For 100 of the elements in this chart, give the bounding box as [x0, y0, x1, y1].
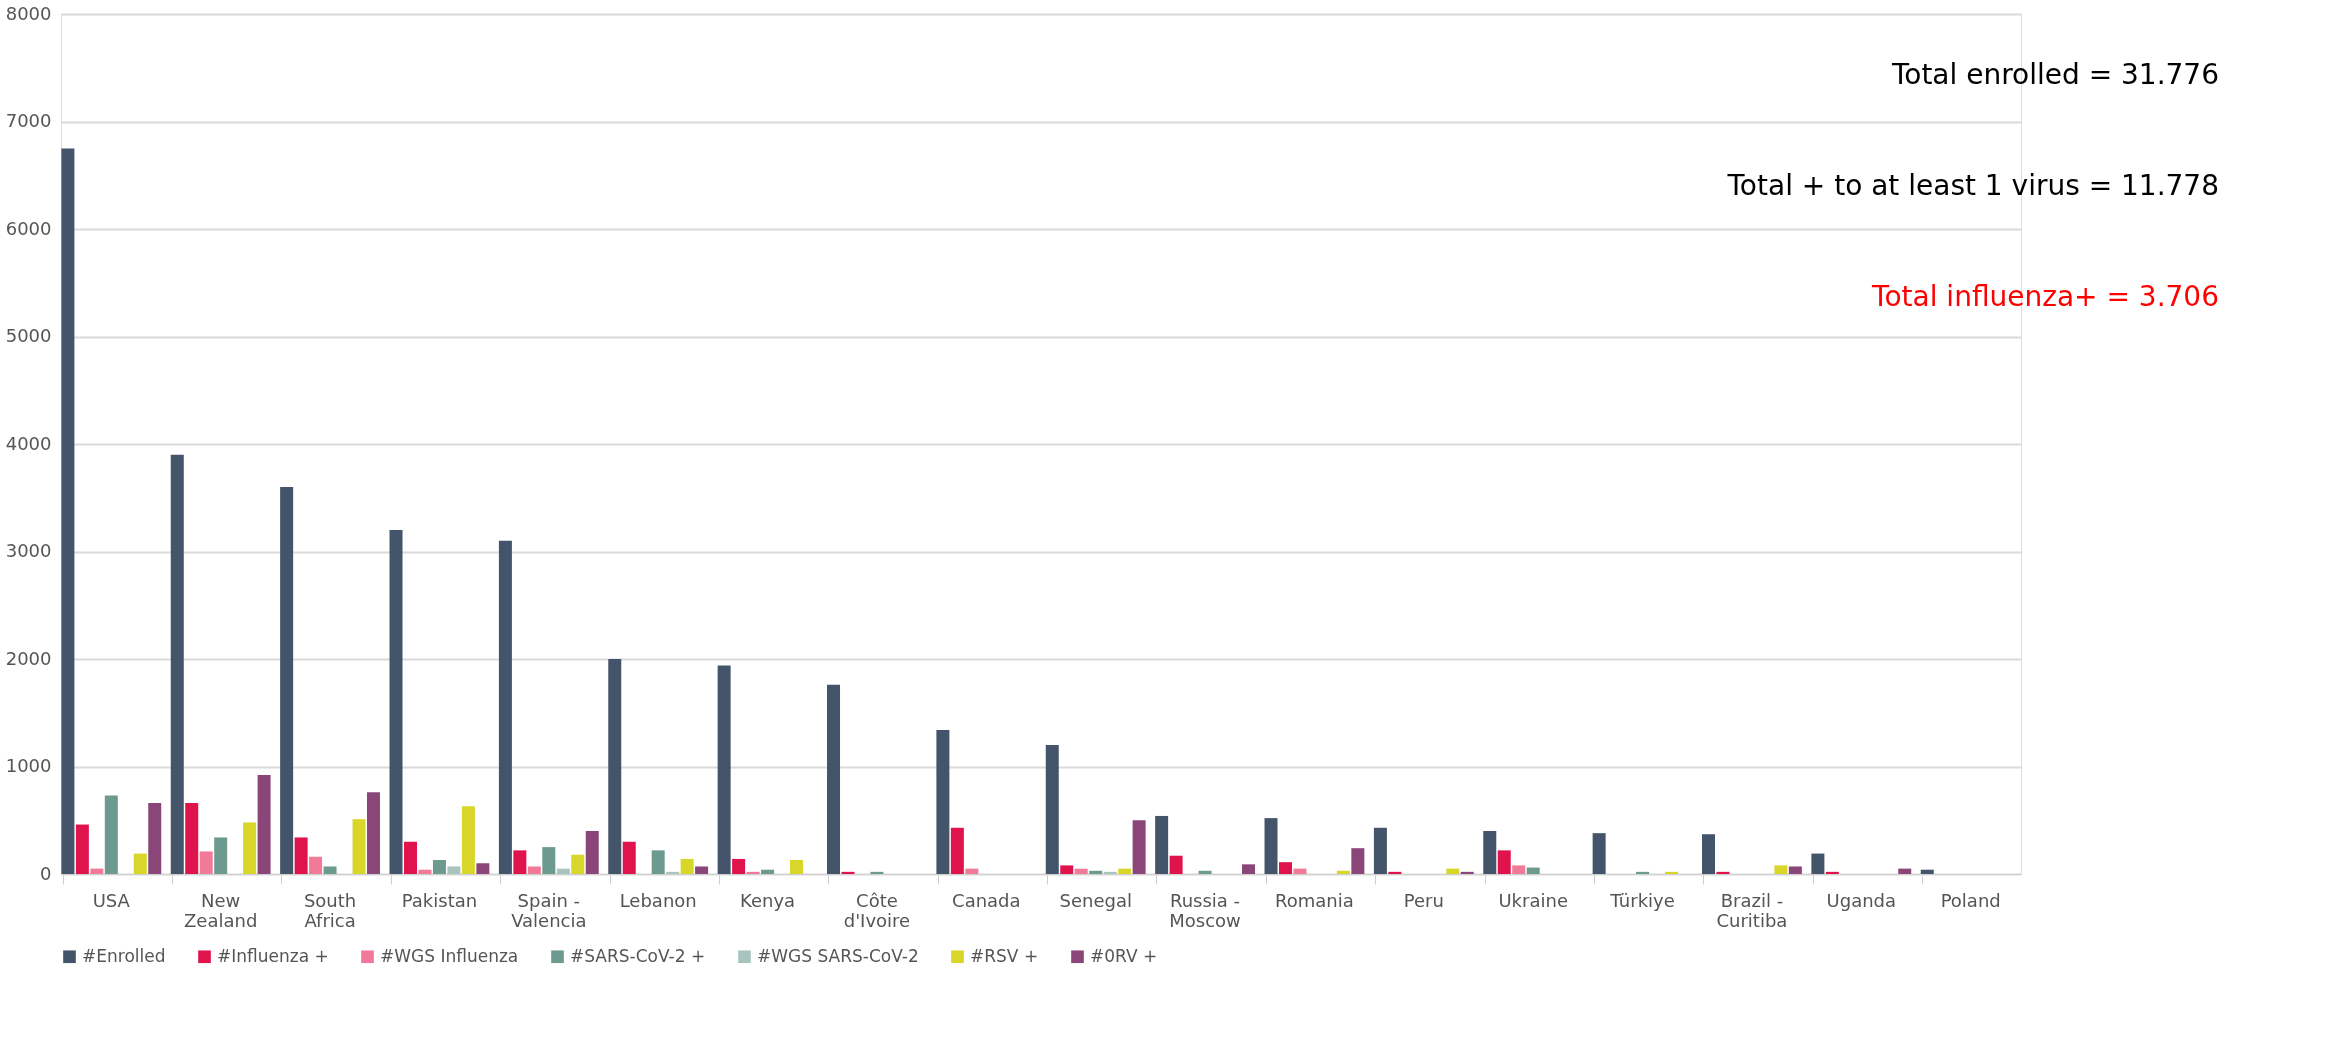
bar	[403, 841, 417, 874]
bar	[366, 792, 380, 874]
bar	[447, 866, 461, 874]
bar	[432, 860, 446, 874]
bar	[1198, 870, 1212, 874]
bar	[1278, 862, 1292, 874]
bar	[1132, 820, 1146, 874]
bar	[75, 824, 89, 874]
x-tick-label: Peru	[1403, 889, 1444, 911]
bar	[841, 871, 855, 874]
x-tick-label: Lebanon	[619, 889, 697, 911]
bar	[870, 871, 884, 874]
bar	[1293, 868, 1307, 874]
bar	[1592, 833, 1606, 874]
bar	[461, 806, 475, 874]
x-tick-label: Spain - Valencia	[511, 889, 587, 931]
y-tick-label: 8000	[5, 2, 52, 24]
y-tick-label: 1000	[5, 755, 52, 776]
bar	[170, 454, 184, 874]
bar	[1336, 870, 1350, 874]
bar	[1060, 865, 1074, 874]
bar	[323, 866, 337, 874]
bar	[476, 863, 490, 874]
bar	[1446, 868, 1460, 874]
legend-label: #WGS SARS-CoV-2	[757, 945, 919, 966]
bar	[666, 871, 680, 874]
legend-label: #WGS Influenza	[380, 945, 519, 966]
legend-label: #0RV +	[1090, 945, 1158, 966]
bar	[827, 684, 841, 874]
bar	[965, 868, 979, 874]
legend-label: #Influenza +	[217, 945, 329, 966]
y-tick-label: 2000	[5, 647, 52, 669]
legend-label: #RSV +	[970, 945, 1039, 966]
bar	[571, 854, 585, 874]
bar	[1512, 865, 1526, 874]
y-tick-label: 7000	[5, 110, 52, 131]
bar	[695, 866, 709, 874]
annotation: Total influenza+ = 3.706	[1871, 280, 2219, 313]
bar	[513, 850, 527, 874]
bar	[309, 856, 323, 874]
bar	[1074, 868, 1088, 874]
y-tick-label: 6000	[5, 217, 52, 239]
bar	[622, 841, 636, 874]
bar	[1811, 853, 1825, 874]
bar	[680, 858, 694, 874]
x-tick-label: Türkiye	[1609, 889, 1675, 911]
bar	[1103, 871, 1117, 874]
x-tick-label: Canada	[952, 889, 1021, 911]
bar	[280, 487, 294, 874]
y-tick-label: 5000	[5, 325, 52, 346]
bar	[1920, 869, 1934, 874]
bar	[585, 831, 599, 874]
x-tick-label: Pakistan	[401, 889, 478, 911]
bar	[761, 869, 775, 874]
bar	[294, 837, 308, 874]
bar	[352, 819, 366, 874]
x-tick-label: Kenya	[740, 889, 796, 911]
bar	[133, 853, 147, 874]
bar	[527, 866, 541, 874]
x-tick-label: Uganda	[1826, 889, 1897, 911]
bar	[732, 858, 746, 874]
bar	[1351, 848, 1365, 874]
x-tick-label: Russia - Moscow	[1169, 889, 1241, 931]
bar	[1702, 834, 1716, 874]
annotation: Total + to at least 1 virus = 11.778	[1726, 169, 2219, 202]
bar	[1373, 827, 1387, 874]
bar	[1241, 864, 1255, 874]
bar	[104, 795, 118, 874]
bar	[651, 850, 665, 874]
bar	[1460, 871, 1474, 874]
bar	[389, 530, 403, 874]
bar	[556, 868, 570, 874]
bar	[1155, 815, 1169, 874]
bar	[1483, 831, 1497, 874]
bar	[418, 869, 432, 874]
bar	[1526, 867, 1540, 874]
bar	[1169, 855, 1183, 874]
bar	[1716, 871, 1730, 874]
bar	[1118, 868, 1132, 874]
bar	[542, 847, 556, 874]
bar	[1388, 871, 1402, 874]
y-tick-label: 4000	[5, 432, 52, 454]
bar	[790, 860, 804, 874]
bar	[1665, 871, 1679, 874]
bar	[61, 148, 75, 874]
bar	[90, 868, 104, 874]
bar	[199, 851, 213, 874]
bar	[257, 775, 271, 874]
y-tick-label: 3000	[5, 540, 52, 561]
bar	[1636, 871, 1650, 874]
bar	[1898, 868, 1912, 874]
legend-label: #Enrolled	[82, 945, 166, 966]
bar	[498, 540, 512, 874]
bar	[950, 827, 964, 874]
bar	[148, 803, 162, 874]
bar	[746, 871, 760, 874]
bar	[1825, 871, 1839, 874]
bar	[185, 803, 199, 874]
x-tick-label: Senegal	[1059, 889, 1132, 911]
x-tick-label: Romania	[1275, 889, 1354, 911]
